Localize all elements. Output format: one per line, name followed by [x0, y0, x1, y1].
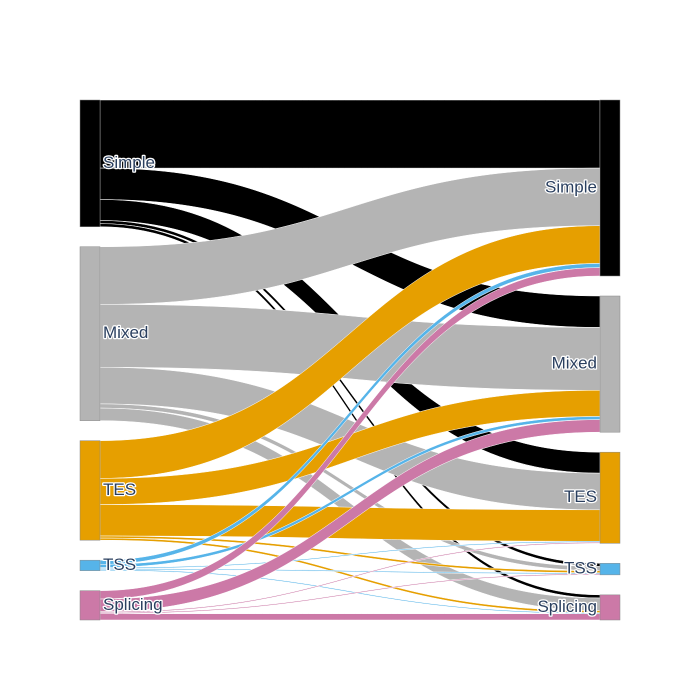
- labels-layer: Simple Mixed TES TSS Splicing Simple Mixed TES T…: [102, 152, 599, 618]
- source-node-mixed[interactable]: [79, 246, 101, 421]
- source-label-tss: TSS: [103, 555, 136, 574]
- source-label-simple: Simple: [103, 153, 155, 172]
- link-simple-to-simple[interactable]: [99, 99, 601, 169]
- target-label-mixed: Mixed: [552, 354, 597, 373]
- target-node-mixed[interactable]: [599, 295, 621, 433]
- link-splicing-to-splicing[interactable]: [99, 613, 601, 621]
- target-node-simple[interactable]: [599, 99, 621, 277]
- source-node-splicing[interactable]: [79, 590, 101, 621]
- target-label-splicing: Splicing: [537, 597, 597, 616]
- target-label-tes: TES: [564, 487, 597, 506]
- target-node-tes[interactable]: [599, 451, 621, 544]
- source-label-splicing: Splicing: [103, 595, 163, 614]
- target-label-tss: TSS: [564, 559, 597, 578]
- source-node-tes[interactable]: [79, 440, 101, 541]
- source-node-simple[interactable]: [79, 99, 101, 228]
- source-label-tes: TES: [103, 480, 136, 499]
- target-node-tss[interactable]: [599, 563, 621, 576]
- source-label-mixed: Mixed: [103, 323, 148, 342]
- source-node-tss[interactable]: [79, 559, 101, 571]
- nodes-layer: [79, 99, 621, 621]
- target-node-splicing[interactable]: [599, 594, 621, 621]
- links-layer: [99, 99, 601, 621]
- target-label-simple: Simple: [545, 177, 597, 196]
